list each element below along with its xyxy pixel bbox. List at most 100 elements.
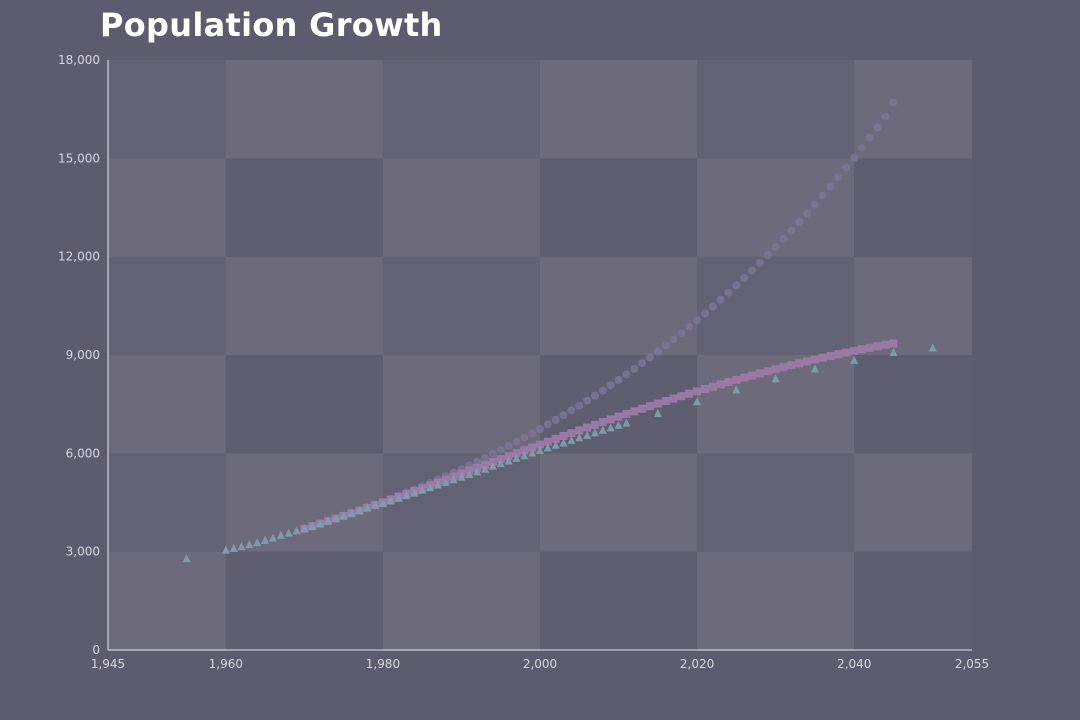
grid-cell [108,355,226,454]
data-point [606,423,615,432]
grid-cell [854,158,972,257]
data-point [590,428,599,437]
data-point [488,461,497,470]
data-point [708,302,717,311]
data-point [881,340,890,349]
data-point [850,355,859,364]
data-point [347,508,356,517]
data-point [622,410,631,419]
data-point [410,488,419,497]
data-point [551,434,560,443]
data-point [331,513,340,522]
data-point [512,449,521,458]
data-point [630,364,639,373]
data-point [803,209,812,218]
data-point [583,430,592,439]
grid-cell [697,158,855,257]
data-point [512,453,521,462]
grid-cell [225,551,383,650]
y-tick-label: 12,000 [58,250,100,264]
data-point [559,431,568,440]
data-point [685,389,694,398]
data-point [795,359,804,368]
data-point [842,163,851,172]
data-point [826,182,835,191]
grid-cell [540,453,698,552]
data-point [763,367,772,376]
data-point [339,511,348,520]
chart-title: Population Growth [100,6,443,44]
data-point [465,469,474,478]
data-point [433,480,442,489]
data-point [834,173,843,182]
y-tick-label: 0 [92,643,100,657]
data-point [371,500,380,509]
data-point [543,420,552,429]
grid-cell [382,551,540,650]
data-point [732,375,741,384]
axes [107,60,972,651]
grid-cell [225,60,383,159]
data-point [520,433,529,442]
data-point [441,477,450,486]
data-point [268,533,277,542]
data-point [638,359,647,368]
data-point [787,226,796,235]
data-point [606,415,615,424]
data-point [803,357,812,366]
data-point [457,472,466,481]
grid-cell [108,60,226,159]
data-point [504,441,513,450]
data-point [779,363,788,372]
data-point [559,411,568,420]
data-point [614,412,623,421]
data-point [449,475,458,484]
data-point [221,545,230,554]
data-point [512,437,521,446]
data-point [261,535,270,544]
data-point [928,343,937,352]
data-point [810,355,819,364]
data-point [889,98,898,107]
data-point [834,350,843,359]
data-point [614,420,623,429]
data-point [653,409,662,417]
data-point [543,443,552,452]
data-point [873,123,882,132]
data-point [253,538,262,547]
data-point [528,443,537,452]
data-point [889,339,898,348]
data-point [614,375,623,384]
data-point [661,397,670,406]
data-point [755,258,764,267]
data-point [496,459,505,468]
data-point [630,407,639,416]
data-point [755,369,764,378]
data-point [583,423,592,432]
data-point [551,440,560,449]
data-point [528,448,537,457]
data-point [598,425,607,434]
grid-cell [540,551,698,650]
x-tick-label: 2,020 [680,657,714,671]
data-marks [182,98,937,563]
data-point [810,364,819,373]
x-tick-label: 2,055 [955,657,989,671]
data-point [284,528,293,537]
data-point [567,406,576,415]
grid-cell [697,453,855,552]
data-point [394,493,403,502]
data-point [858,143,867,152]
data-point [771,365,780,374]
grid-cell [697,551,855,650]
data-point [402,491,411,500]
data-point [504,452,513,461]
data-point [598,386,607,395]
data-point [598,418,607,427]
data-point [708,382,717,391]
grid-cell [225,256,383,355]
data-point [724,378,733,387]
x-tick-label: 2,000 [523,657,557,671]
grid-cell [108,551,226,650]
